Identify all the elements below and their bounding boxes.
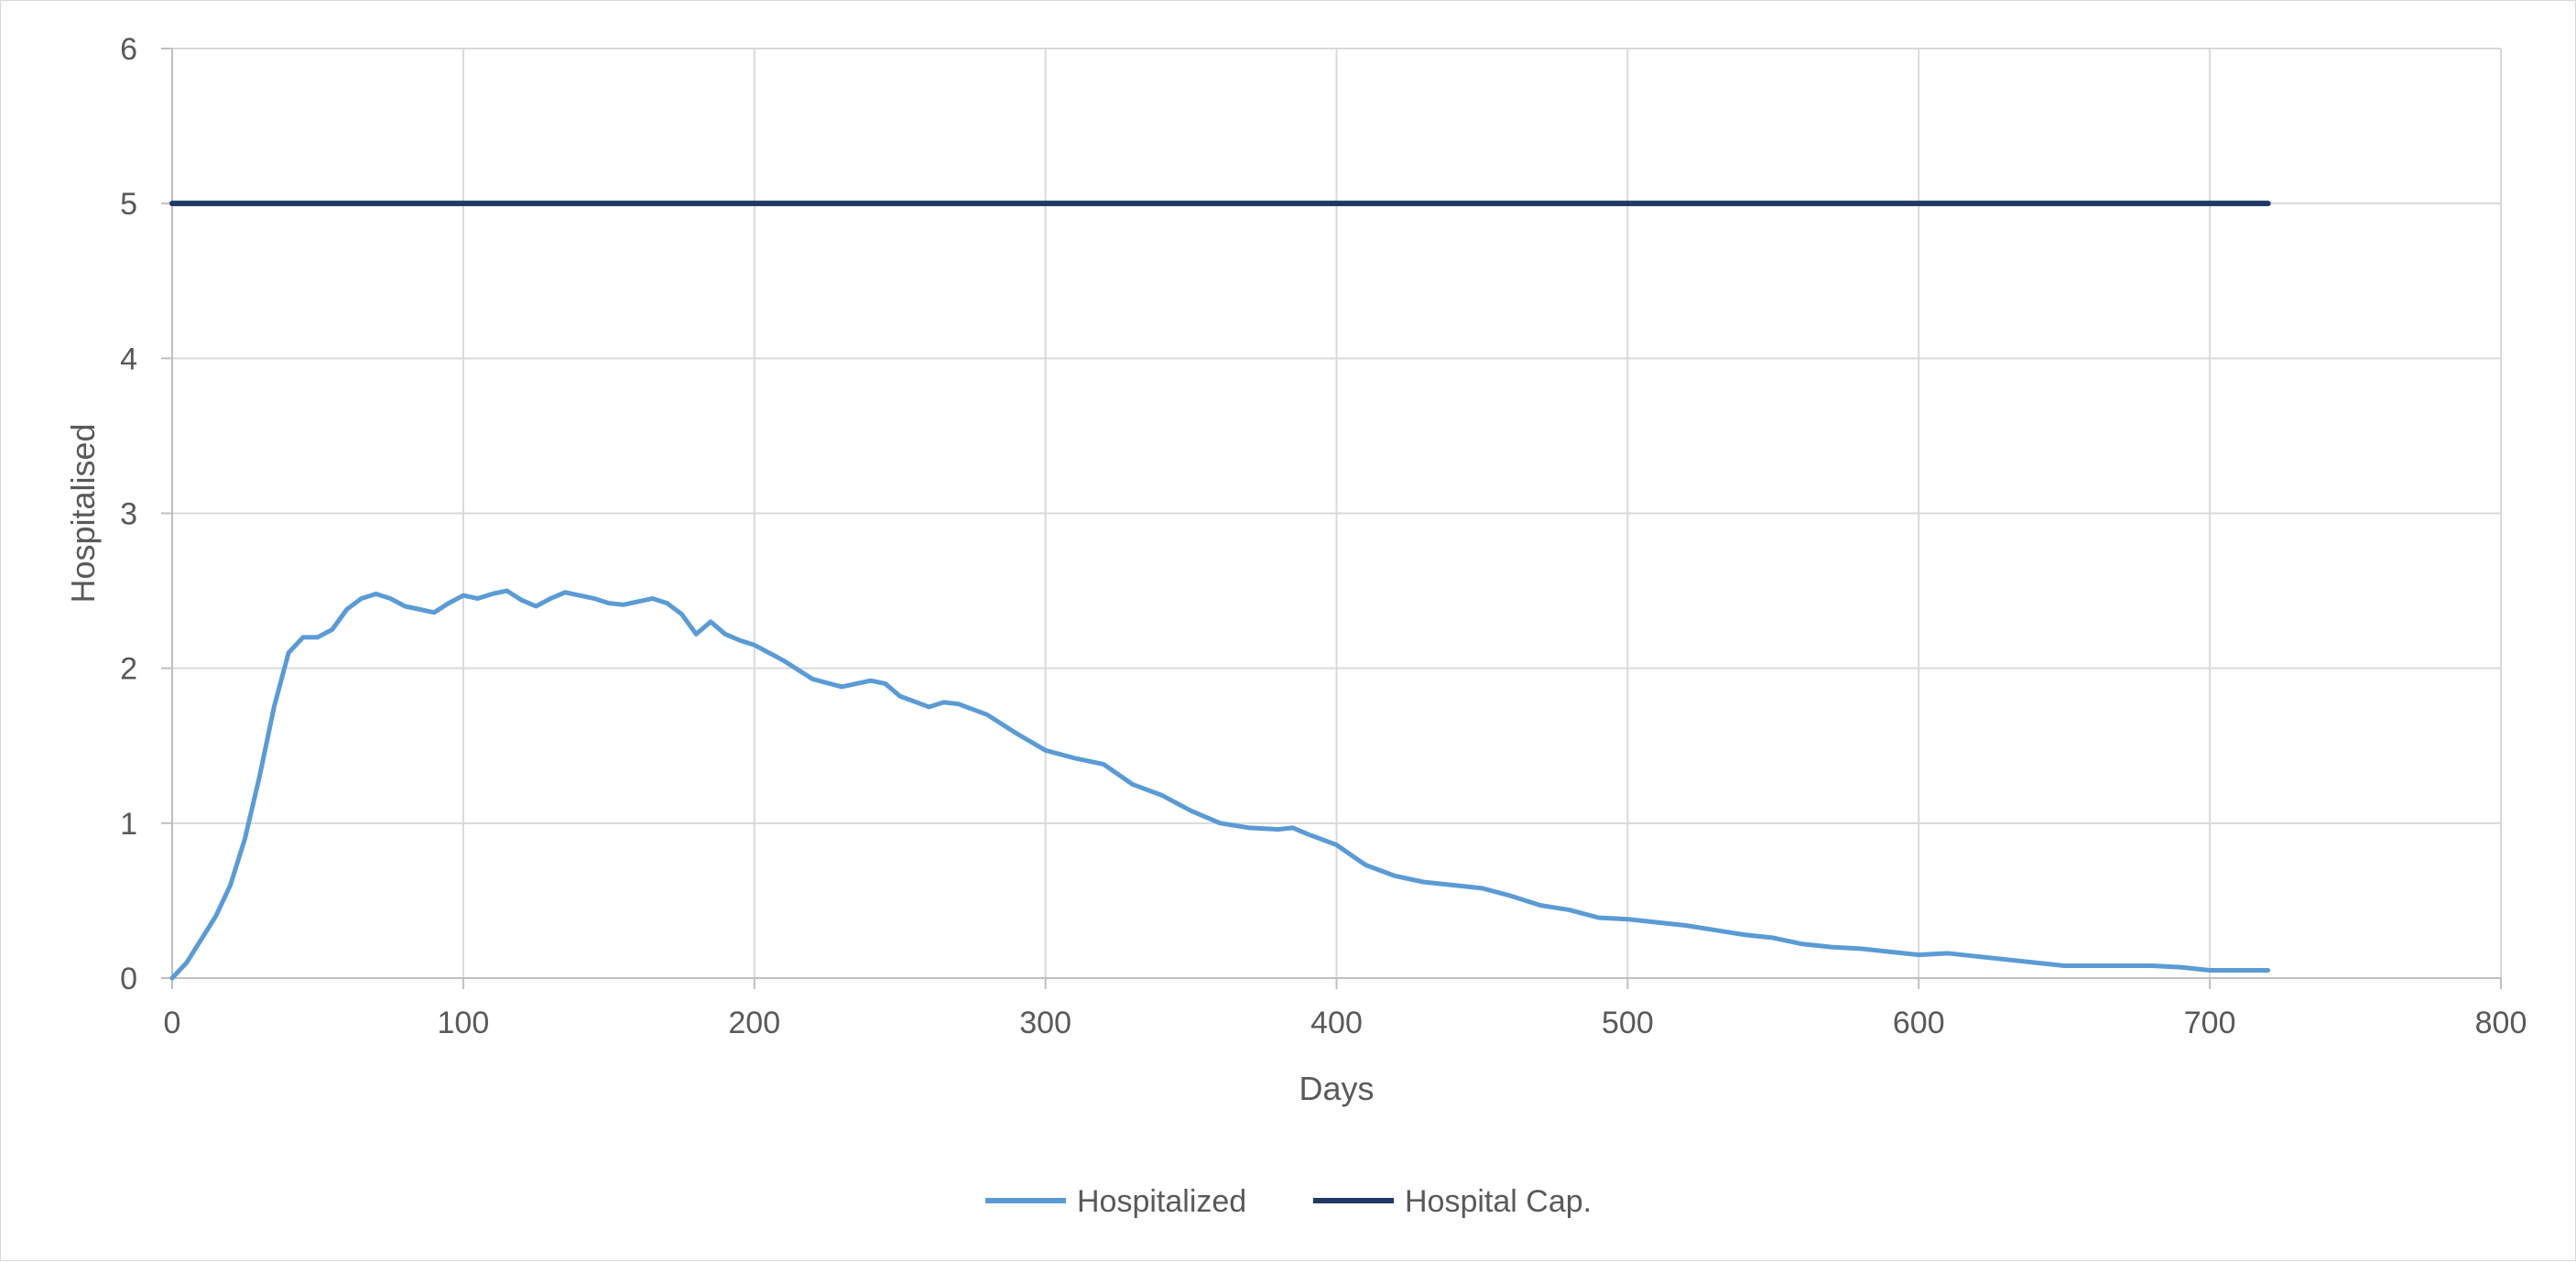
y-tick-label-5: 5	[120, 187, 137, 222]
x-tick-label-200: 200	[728, 1006, 780, 1040]
x-tick-label-800: 800	[2475, 1006, 2527, 1040]
tick-labels: 0 1 2 3 4 5 6 0 100 200 300 400 500 600 700 800	[120, 32, 2527, 1040]
x-tick-label-400: 400	[1310, 1006, 1363, 1040]
gridlines	[172, 48, 2502, 978]
y-tick-label-2: 2	[120, 652, 137, 687]
x-tick-label-100: 100	[438, 1006, 490, 1040]
legend: Hospitalized Hospital Cap.	[985, 1184, 1592, 1219]
y-tick-label-3: 3	[120, 497, 137, 532]
y-tick-label-4: 4	[120, 342, 137, 376]
x-axis-title: Days	[1299, 1070, 1374, 1107]
series-line-hospitalized	[169, 588, 2271, 981]
y-tick-label-6: 6	[120, 32, 137, 67]
axes	[161, 48, 2502, 989]
series-lines	[169, 201, 2271, 981]
y-tick-label-0: 0	[120, 962, 137, 996]
x-tick-label-500: 500	[1602, 1006, 1654, 1040]
y-axis-title: Hospitalised	[64, 423, 102, 603]
y-tick-label-1: 1	[120, 807, 137, 842]
legend-label-hospital-cap: Hospital Cap.	[1405, 1184, 1592, 1219]
x-tick-label-700: 700	[2184, 1006, 2236, 1040]
x-tick-label-300: 300	[1019, 1006, 1071, 1040]
x-tick-label-600: 600	[1893, 1006, 1945, 1040]
x-tick-label-0: 0	[164, 1006, 181, 1040]
legend-label-hospitalized: Hospitalized	[1077, 1184, 1246, 1219]
